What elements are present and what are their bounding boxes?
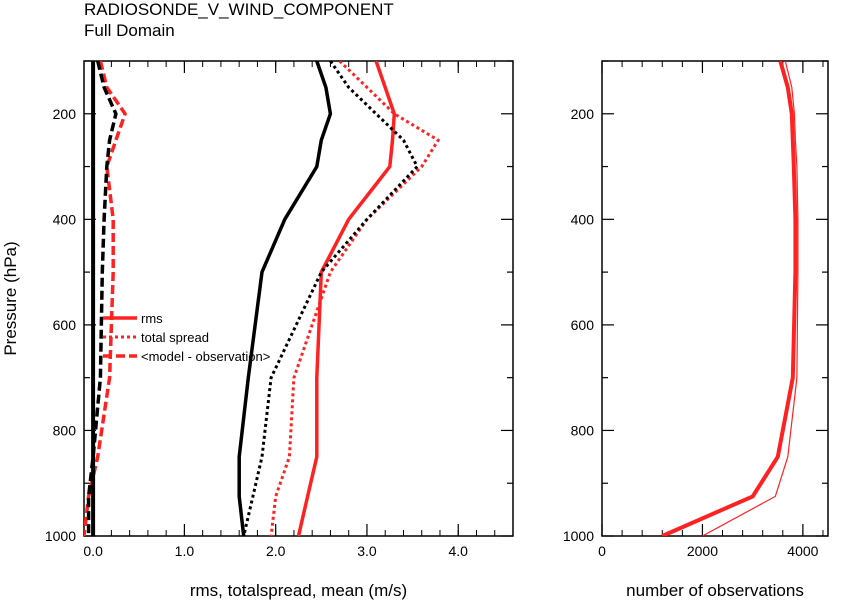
- series-line-black-dashed: [86, 61, 118, 536]
- series-line-black-dotted: [242, 61, 419, 536]
- chart-title: RADIOSONDE_V_WIND_COMPONENT: [84, 0, 394, 19]
- x-tick-label: 0.0: [83, 543, 103, 559]
- x-axis-label: rms, totalspread, mean (m/s): [190, 581, 407, 600]
- series-line-red-solid-thin: [702, 61, 799, 536]
- series-line-red-dotted: [269, 61, 440, 536]
- series-line-red-dashed: [84, 61, 127, 536]
- y-tick-label: 1000: [563, 528, 594, 544]
- x-tick-label: 4.0: [448, 543, 468, 559]
- y-tick-label: 600: [571, 317, 595, 333]
- x-tick-label: 4000: [787, 543, 818, 559]
- panel-1: 200 400 600 800 1000 0.0 1.0 2.0 3.0 4.0 rms, tota…: [1, 60, 514, 600]
- x-tick-label: 2000: [687, 543, 718, 559]
- y-tick-label: 1000: [45, 528, 76, 544]
- x-tick-label: 2.0: [266, 543, 286, 559]
- legend-label: total spread: [141, 330, 209, 345]
- x-tick-label: 1.0: [175, 543, 195, 559]
- chart-subtitle: Full Domain: [84, 21, 175, 40]
- y-tick-label: 800: [571, 422, 595, 438]
- x-axis-label: number of observations: [626, 581, 804, 600]
- y-tick-label: 800: [53, 422, 77, 438]
- plot-frame: [601, 60, 829, 537]
- series-line-red-solid: [296, 61, 397, 536]
- plot-frame: [83, 60, 514, 537]
- y-tick-label: 200: [571, 106, 595, 122]
- legend-label: <model - observation>: [141, 349, 270, 364]
- series-line-red-solid-thick: [661, 61, 798, 536]
- y-tick-label: 400: [53, 211, 77, 227]
- legend-label: rms: [141, 311, 163, 326]
- y-tick-label: 200: [53, 106, 77, 122]
- y-axis-label: Pressure (hPa): [1, 241, 20, 355]
- series-line-black-solid: [237, 61, 333, 536]
- y-tick-label: 400: [571, 211, 595, 227]
- x-tick-label: 0: [598, 543, 606, 559]
- y-tick-label: 600: [53, 317, 77, 333]
- x-tick-label: 3.0: [357, 543, 377, 559]
